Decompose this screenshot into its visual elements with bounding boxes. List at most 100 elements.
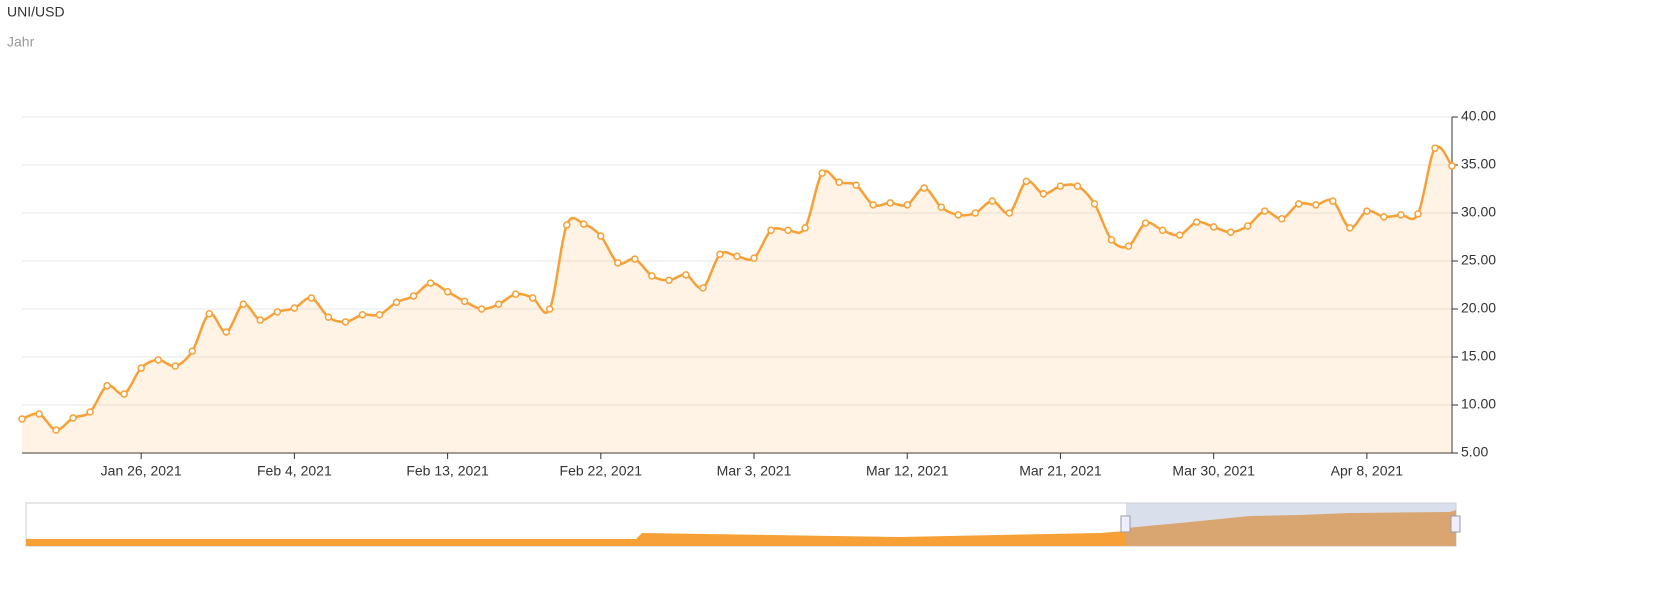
point bbox=[1158, 226, 1167, 235]
y-tick-label: 15.00 bbox=[1461, 348, 1496, 364]
y-tick-label: 20.00 bbox=[1461, 300, 1496, 316]
chart-subtitle: Jahr bbox=[7, 34, 35, 50]
point bbox=[1363, 207, 1371, 215]
point bbox=[188, 347, 196, 355]
point bbox=[648, 272, 656, 280]
point bbox=[1226, 228, 1235, 236]
navigator-handle[interactable] bbox=[1450, 515, 1461, 533]
point bbox=[1022, 177, 1031, 186]
point bbox=[154, 356, 162, 364]
point bbox=[665, 276, 673, 284]
point bbox=[597, 232, 605, 240]
point bbox=[426, 279, 435, 287]
point bbox=[1192, 218, 1201, 226]
point bbox=[222, 328, 231, 336]
point bbox=[1124, 242, 1133, 250]
point bbox=[528, 294, 537, 302]
point bbox=[1295, 200, 1303, 208]
point bbox=[1448, 162, 1456, 170]
point bbox=[1073, 182, 1082, 190]
point bbox=[750, 254, 758, 262]
x-tick-label: Mar 12, 2021 bbox=[866, 463, 949, 479]
point bbox=[375, 311, 384, 319]
y-tick-label: 35.00 bbox=[1461, 156, 1496, 172]
point bbox=[869, 201, 877, 209]
point bbox=[988, 197, 997, 205]
x-tick-label: Mar 30, 2021 bbox=[1172, 463, 1255, 479]
point bbox=[120, 390, 128, 398]
point bbox=[1414, 210, 1422, 218]
point bbox=[767, 226, 775, 235]
point bbox=[52, 426, 60, 434]
point bbox=[716, 250, 724, 259]
point bbox=[1278, 215, 1286, 223]
navigator-area bbox=[26, 531, 1126, 546]
point bbox=[460, 297, 469, 306]
point bbox=[1175, 231, 1184, 239]
y-tick-label: 25.00 bbox=[1461, 252, 1496, 268]
point bbox=[392, 298, 401, 307]
point bbox=[818, 169, 826, 177]
x-tick-label: Apr 8, 2021 bbox=[1331, 463, 1404, 479]
point bbox=[477, 305, 486, 313]
point bbox=[35, 410, 43, 418]
x-tick-label: Mar 21, 2021 bbox=[1019, 463, 1102, 479]
point bbox=[1090, 200, 1099, 208]
point bbox=[86, 408, 94, 416]
point bbox=[1209, 223, 1218, 231]
chart-title: UNI/USD bbox=[7, 4, 65, 20]
point bbox=[1312, 201, 1320, 209]
x-tick-label: Feb 13, 2021 bbox=[406, 463, 489, 479]
x-tick-label: Feb 22, 2021 bbox=[560, 463, 643, 479]
point bbox=[511, 290, 520, 298]
point bbox=[1431, 144, 1439, 152]
point bbox=[784, 226, 792, 235]
point bbox=[1107, 236, 1116, 244]
point bbox=[341, 318, 350, 326]
x-tick-label: Mar 3, 2021 bbox=[717, 463, 792, 479]
point bbox=[1380, 213, 1388, 221]
point bbox=[1056, 182, 1065, 190]
x-tick-label: Jan 26, 2021 bbox=[101, 463, 182, 479]
point bbox=[1039, 190, 1048, 198]
point bbox=[614, 259, 622, 267]
point bbox=[903, 201, 911, 209]
point bbox=[563, 221, 571, 229]
x-tick-label: Feb 4, 2021 bbox=[257, 463, 332, 479]
point bbox=[971, 209, 980, 217]
point bbox=[1346, 224, 1354, 232]
point bbox=[1141, 219, 1150, 227]
point bbox=[18, 415, 26, 423]
area bbox=[22, 146, 1452, 454]
navigator-area-selected bbox=[1126, 510, 1456, 546]
point bbox=[937, 203, 946, 211]
y-tick-label: 5.00 bbox=[1461, 444, 1488, 460]
point bbox=[358, 311, 367, 319]
point bbox=[733, 252, 741, 260]
point bbox=[205, 310, 214, 318]
point bbox=[545, 305, 554, 313]
point bbox=[103, 382, 111, 390]
point bbox=[835, 178, 843, 187]
point bbox=[580, 220, 588, 228]
point bbox=[256, 316, 265, 324]
point bbox=[273, 308, 282, 316]
navigator-handle[interactable] bbox=[1120, 515, 1131, 533]
point bbox=[920, 184, 929, 192]
point bbox=[290, 304, 299, 312]
navigator bbox=[25, 502, 1461, 547]
plot-area: 5.00 10.00 15.00 20.00 25.00 30.00 35.00 40.00 J… bbox=[18, 108, 1496, 479]
point bbox=[324, 313, 333, 321]
y-tick-label: 40.00 bbox=[1461, 108, 1496, 124]
point bbox=[954, 211, 963, 219]
point bbox=[239, 300, 248, 308]
point bbox=[69, 414, 77, 422]
point bbox=[682, 271, 690, 279]
point bbox=[1329, 197, 1337, 205]
y-tick-label: 10.00 bbox=[1461, 396, 1496, 412]
point bbox=[171, 362, 179, 370]
point bbox=[1243, 222, 1252, 230]
point bbox=[852, 181, 860, 189]
